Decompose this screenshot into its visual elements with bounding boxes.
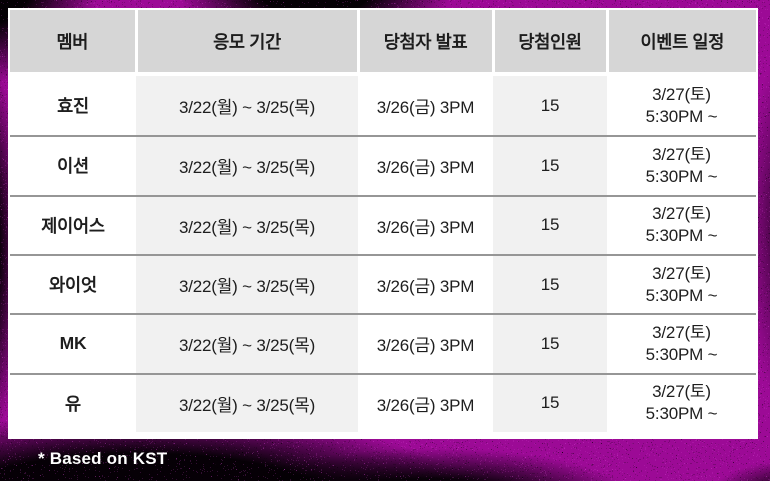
event-schedule-cell: 3/27(토) 5:30PM ~ [645,84,718,126]
table-row-e-tion: 이션 3/22(월) ~ 3/25(목) 3/26(금) 3PM 15 3/27… [10,135,756,195]
entry-period-cell: 3/22(월) ~ 3/25(목) [136,196,358,254]
announcement-cell: 3/26(금) 3PM [376,158,475,178]
table-row-j-us: 제이어스 3/22(월) ~ 3/25(목) 3/26(금) 3PM 15 3/… [10,194,756,254]
event-schedule-table: 멤버 응모 기간 당첨자 발표 당첨인원 이벤트 일정 효진 3/22(월) ~… [8,8,758,439]
member-cell: 와이엇 [49,275,97,296]
winner-count-cell: 15 [493,255,607,314]
member-cell: 효진 [57,96,89,117]
table-body: 효진 3/22(월) ~ 3/25(목) 3/26(금) 3PM 15 3/27… [10,76,756,432]
table-row-wyatt: 와이엇 3/22(월) ~ 3/25(목) 3/26(금) 3PM 15 3/2… [10,253,756,314]
event-schedule-cell: 3/27(토) 5:30PM ~ [645,382,718,424]
table-header-row: 멤버 응모 기간 당첨자 발표 당첨인원 이벤트 일정 [10,10,756,72]
announcement-cell: 3/26(금) 3PM [376,277,475,297]
announcement-cell: 3/26(금) 3PM [376,98,475,118]
entry-period-cell: 3/22(월) ~ 3/25(목) [136,315,358,373]
table-row-yu: 유 3/22(월) ~ 3/25(목) 3/26(금) 3PM 15 3/27(… [10,372,756,432]
announcement-cell: 3/26(금) 3PM [376,395,475,415]
member-cell: MK [59,333,87,354]
event-schedule-cell: 3/27(토) 5:30PM ~ [645,204,718,246]
member-cell: 유 [65,393,81,414]
kst-footnote: * Based on KST [38,449,168,468]
member-cell: 이션 [57,156,89,177]
event-schedule-cell: 3/27(토) 5:30PM ~ [645,322,718,364]
table-row-hyojin: 효진 3/22(월) ~ 3/25(목) 3/26(금) 3PM 15 3/27… [10,76,756,136]
col-header-member: 멤버 [10,10,135,72]
table-row-mk: MK 3/22(월) ~ 3/25(목) 3/26(금) 3PM 15 3/27… [10,313,756,373]
col-header-entry-period: 응모 기간 [137,10,357,72]
winner-count-cell: 15 [493,374,607,432]
winner-count-cell: 15 [493,137,607,195]
event-schedule-cell: 3/27(토) 5:30PM ~ [645,263,718,305]
col-header-winner-count: 당첨인원 [494,10,606,72]
event-schedule-cell: 3/27(토) 5:30PM ~ [645,144,718,186]
entry-period-cell: 3/22(월) ~ 3/25(목) [136,374,358,432]
member-cell: 제이어스 [41,215,105,236]
entry-period-cell: 3/22(월) ~ 3/25(목) [136,137,358,195]
col-header-event-schedule: 이벤트 일정 [608,10,756,72]
announcement-cell: 3/26(금) 3PM [376,217,475,237]
winner-count-cell: 15 [493,315,607,373]
entry-period-cell: 3/22(월) ~ 3/25(목) [136,76,358,136]
col-header-winner-announcement: 당첨자 발표 [359,10,492,72]
entry-period-cell: 3/22(월) ~ 3/25(목) [136,255,358,314]
winner-count-cell: 15 [493,196,607,254]
winner-count-cell: 15 [493,76,607,136]
announcement-cell: 3/26(금) 3PM [376,336,475,356]
